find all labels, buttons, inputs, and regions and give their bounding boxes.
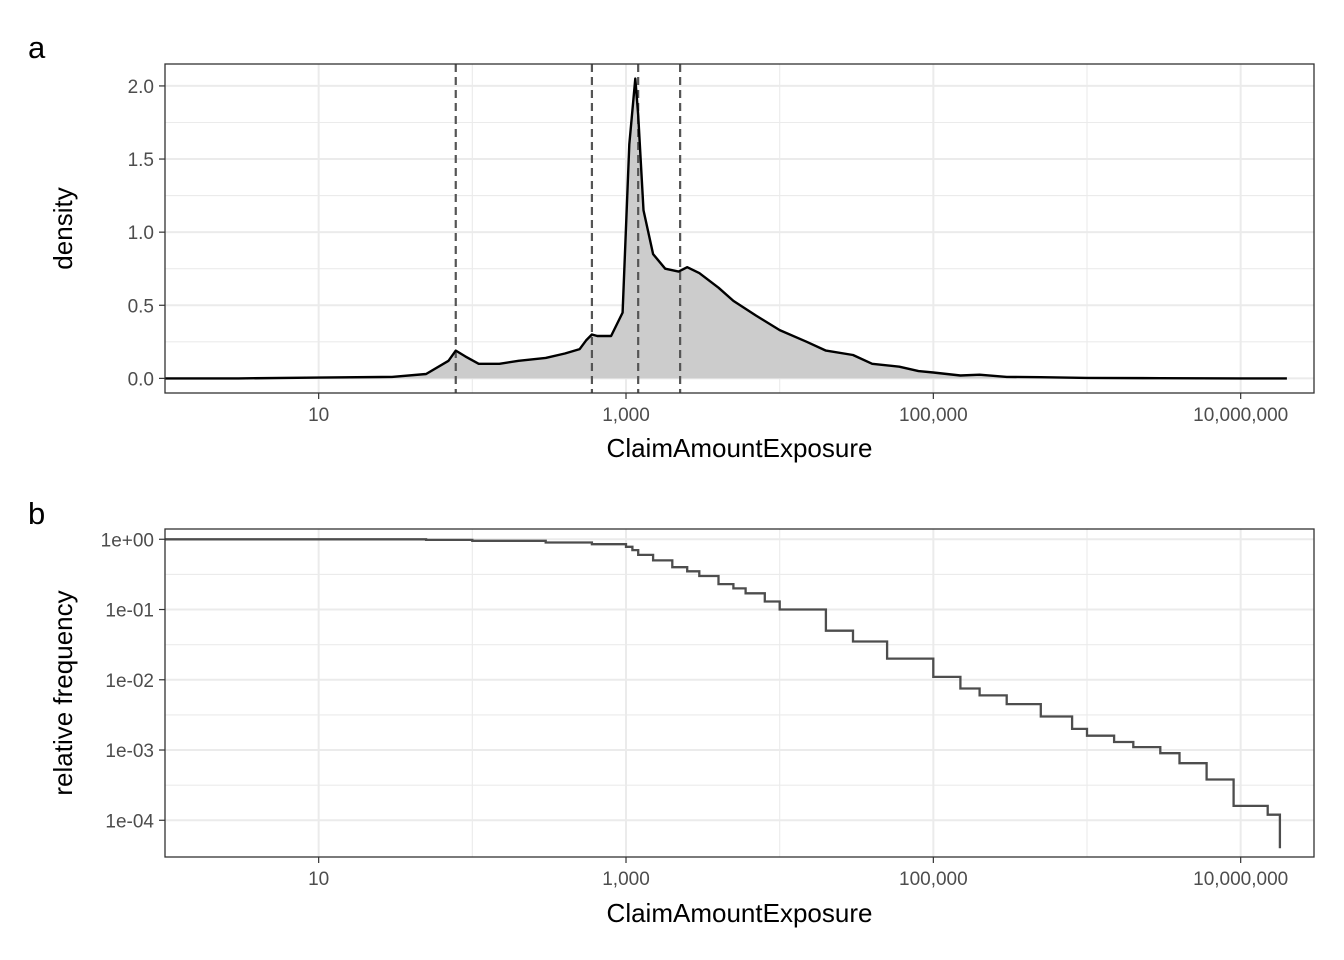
frequency-y-tick-label: 1e-01 xyxy=(105,601,154,622)
frequency-y-ticks: 1e+00 1e-01 1e-02 1e-03 1e-04 xyxy=(101,530,165,832)
density-curve xyxy=(165,77,1287,380)
density-y-ticks: 0.0 0.5 1.0 1.5 2.0 xyxy=(128,77,165,390)
frequency-y-tick-label: 1e+00 xyxy=(101,530,154,551)
frequency-panel: b 10 1,000 100,000 10,000,000 1e+00 1e-01 1e-… xyxy=(28,496,1315,928)
density-panel: a 10 1,000 100,000 10,000,000 0.0 0.5 1.0 1.5 2… xyxy=(28,30,1315,463)
frequency-x-tick-label: 10,000,000 xyxy=(1193,869,1288,890)
density-x-tick-label: 10,000,000 xyxy=(1193,405,1288,426)
density-area-fill xyxy=(165,78,1287,379)
frequency-plot-border xyxy=(164,528,1315,858)
density-x-ticks: 10 1,000 100,000 10,000,000 xyxy=(308,393,1288,426)
density-y-axis-title: density xyxy=(48,187,78,269)
density-plot-border xyxy=(164,63,1315,394)
panel-a-label: a xyxy=(28,30,46,65)
frequency-x-tick-label: 100,000 xyxy=(899,869,968,890)
frequency-x-ticks: 10 1,000 100,000 10,000,000 xyxy=(308,857,1288,890)
panel-b-label: b xyxy=(28,496,45,531)
density-x-tick-label: 1,000 xyxy=(602,405,650,426)
density-x-tick-label: 100,000 xyxy=(899,405,968,426)
frequency-x-tick-label: 10 xyxy=(308,869,329,890)
frequency-y-tick-label: 1e-04 xyxy=(105,811,154,832)
density-y-tick-label: 2.0 xyxy=(128,77,154,98)
density-y-tick-label: 1.5 xyxy=(128,150,154,171)
density-y-tick-label: 1.0 xyxy=(128,223,154,244)
frequency-y-tick-label: 1e-02 xyxy=(105,671,154,692)
density-x-tick-label: 10 xyxy=(308,405,329,426)
frequency-x-tick-label: 1,000 xyxy=(602,869,650,890)
frequency-step-line xyxy=(165,538,1282,849)
frequency-y-axis-title: relative frequency xyxy=(48,590,78,795)
frequency-marks xyxy=(165,538,1282,849)
density-y-tick-label: 0.0 xyxy=(128,369,154,390)
frequency-plot-background xyxy=(165,529,1314,857)
density-y-tick-label: 0.5 xyxy=(128,296,154,317)
frequency-x-axis-title: ClaimAmountExposure xyxy=(607,898,873,928)
frequency-y-tick-label: 1e-03 xyxy=(105,741,154,762)
density-marks xyxy=(165,64,1287,393)
density-x-axis-title: ClaimAmountExposure xyxy=(607,433,873,463)
